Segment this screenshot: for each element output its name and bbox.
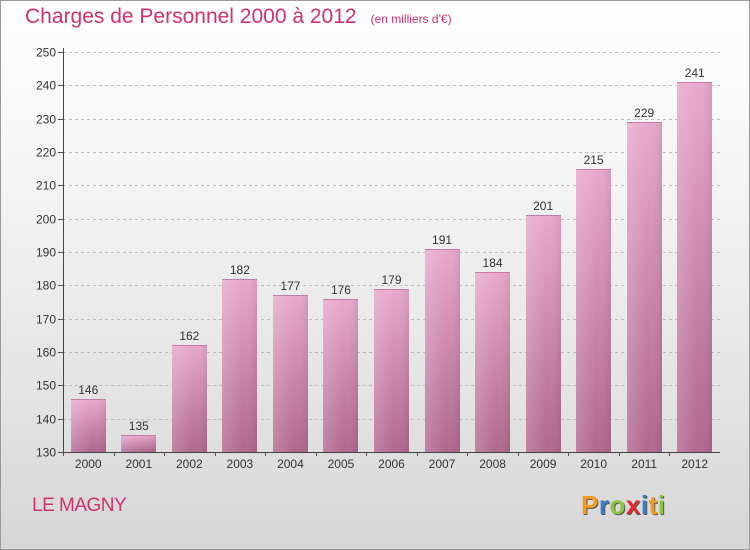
axes xyxy=(58,48,720,456)
logo-letter: P xyxy=(581,490,599,520)
x-tick-label: 2001 xyxy=(125,457,152,471)
y-tick-label: 160 xyxy=(36,346,56,360)
bar-value-label: 135 xyxy=(129,419,149,433)
y-tick-label: 200 xyxy=(36,213,56,227)
logo-letter: i xyxy=(640,490,649,520)
x-tick-label: 2006 xyxy=(378,457,405,471)
bar-shading xyxy=(222,279,257,452)
x-tick-label: 2003 xyxy=(227,457,254,471)
y-tick-label: 150 xyxy=(36,379,56,393)
y-tick-label: 220 xyxy=(36,146,56,160)
bar-shading xyxy=(323,299,358,452)
bar-value-label: 179 xyxy=(381,273,401,287)
bar-value-label: 241 xyxy=(685,66,705,80)
bar-value-label: 176 xyxy=(331,283,351,297)
bar-shading xyxy=(425,249,460,452)
x-tick-label: 2012 xyxy=(681,457,708,471)
title-row: Charges de Personnel 2000 à 2012 (en mill… xyxy=(25,5,452,29)
y-tick-label: 180 xyxy=(36,279,56,293)
bar-shading xyxy=(576,169,611,452)
x-tick-label: 2011 xyxy=(631,457,657,471)
bar-shading xyxy=(273,295,308,452)
y-tick-label: 140 xyxy=(36,413,56,427)
bar-value-label: 229 xyxy=(634,106,654,120)
bar-shading xyxy=(71,399,106,452)
y-tick-label: 130 xyxy=(36,446,56,460)
bar-value-label: 201 xyxy=(533,199,553,213)
logo-letter: i xyxy=(657,490,666,520)
x-tick-label: 2002 xyxy=(176,457,203,471)
logo-letter: o xyxy=(609,490,626,520)
x-tick-label: 2009 xyxy=(530,457,557,471)
bar-shading xyxy=(374,289,409,452)
y-tick-label: 190 xyxy=(36,246,56,260)
logo-letter: r xyxy=(598,490,610,520)
y-tick-label: 210 xyxy=(36,179,56,193)
bar-value-label: 191 xyxy=(432,233,452,247)
bar-value-label: 162 xyxy=(179,329,199,343)
bar-shading xyxy=(121,435,156,452)
x-tick-label: 2000 xyxy=(75,457,102,471)
x-tick-label: 2004 xyxy=(277,457,304,471)
y-tick-label: 240 xyxy=(36,79,56,93)
bar-shading xyxy=(172,345,207,452)
logo-letter: x xyxy=(625,490,641,520)
bar-value-label: 215 xyxy=(584,153,604,167)
commune-name: LE MAGNY xyxy=(32,495,127,516)
bar-shading xyxy=(677,82,712,452)
bar-value-label: 184 xyxy=(483,256,503,270)
x-tick-label: 2005 xyxy=(328,457,355,471)
x-tick-label: 2008 xyxy=(479,457,506,471)
y-tick-label: 250 xyxy=(36,46,56,60)
bars xyxy=(71,82,712,452)
labels: 130 140 150 160 170 180 190 200 210 220 230 240 250 1… xyxy=(36,46,708,472)
chart-subtitle: (en milliers d'€) xyxy=(370,12,452,26)
logo-letter: t xyxy=(648,490,658,520)
y-tick-label: 170 xyxy=(36,313,56,327)
x-tick-label: 2007 xyxy=(429,457,456,471)
chart-title: Charges de Personnel 2000 à 2012 xyxy=(25,5,357,28)
proxiti-logo[interactable]: Proxiti xyxy=(581,490,665,521)
bar-value-label: 177 xyxy=(280,279,300,293)
bar-shading xyxy=(475,272,510,452)
bar-shading xyxy=(526,215,561,452)
bar-value-label: 146 xyxy=(78,383,98,397)
bar-shading xyxy=(627,122,662,452)
x-tick-label: 2010 xyxy=(580,457,607,471)
y-tick-label: 230 xyxy=(36,113,56,127)
bar-value-label: 182 xyxy=(230,263,250,277)
